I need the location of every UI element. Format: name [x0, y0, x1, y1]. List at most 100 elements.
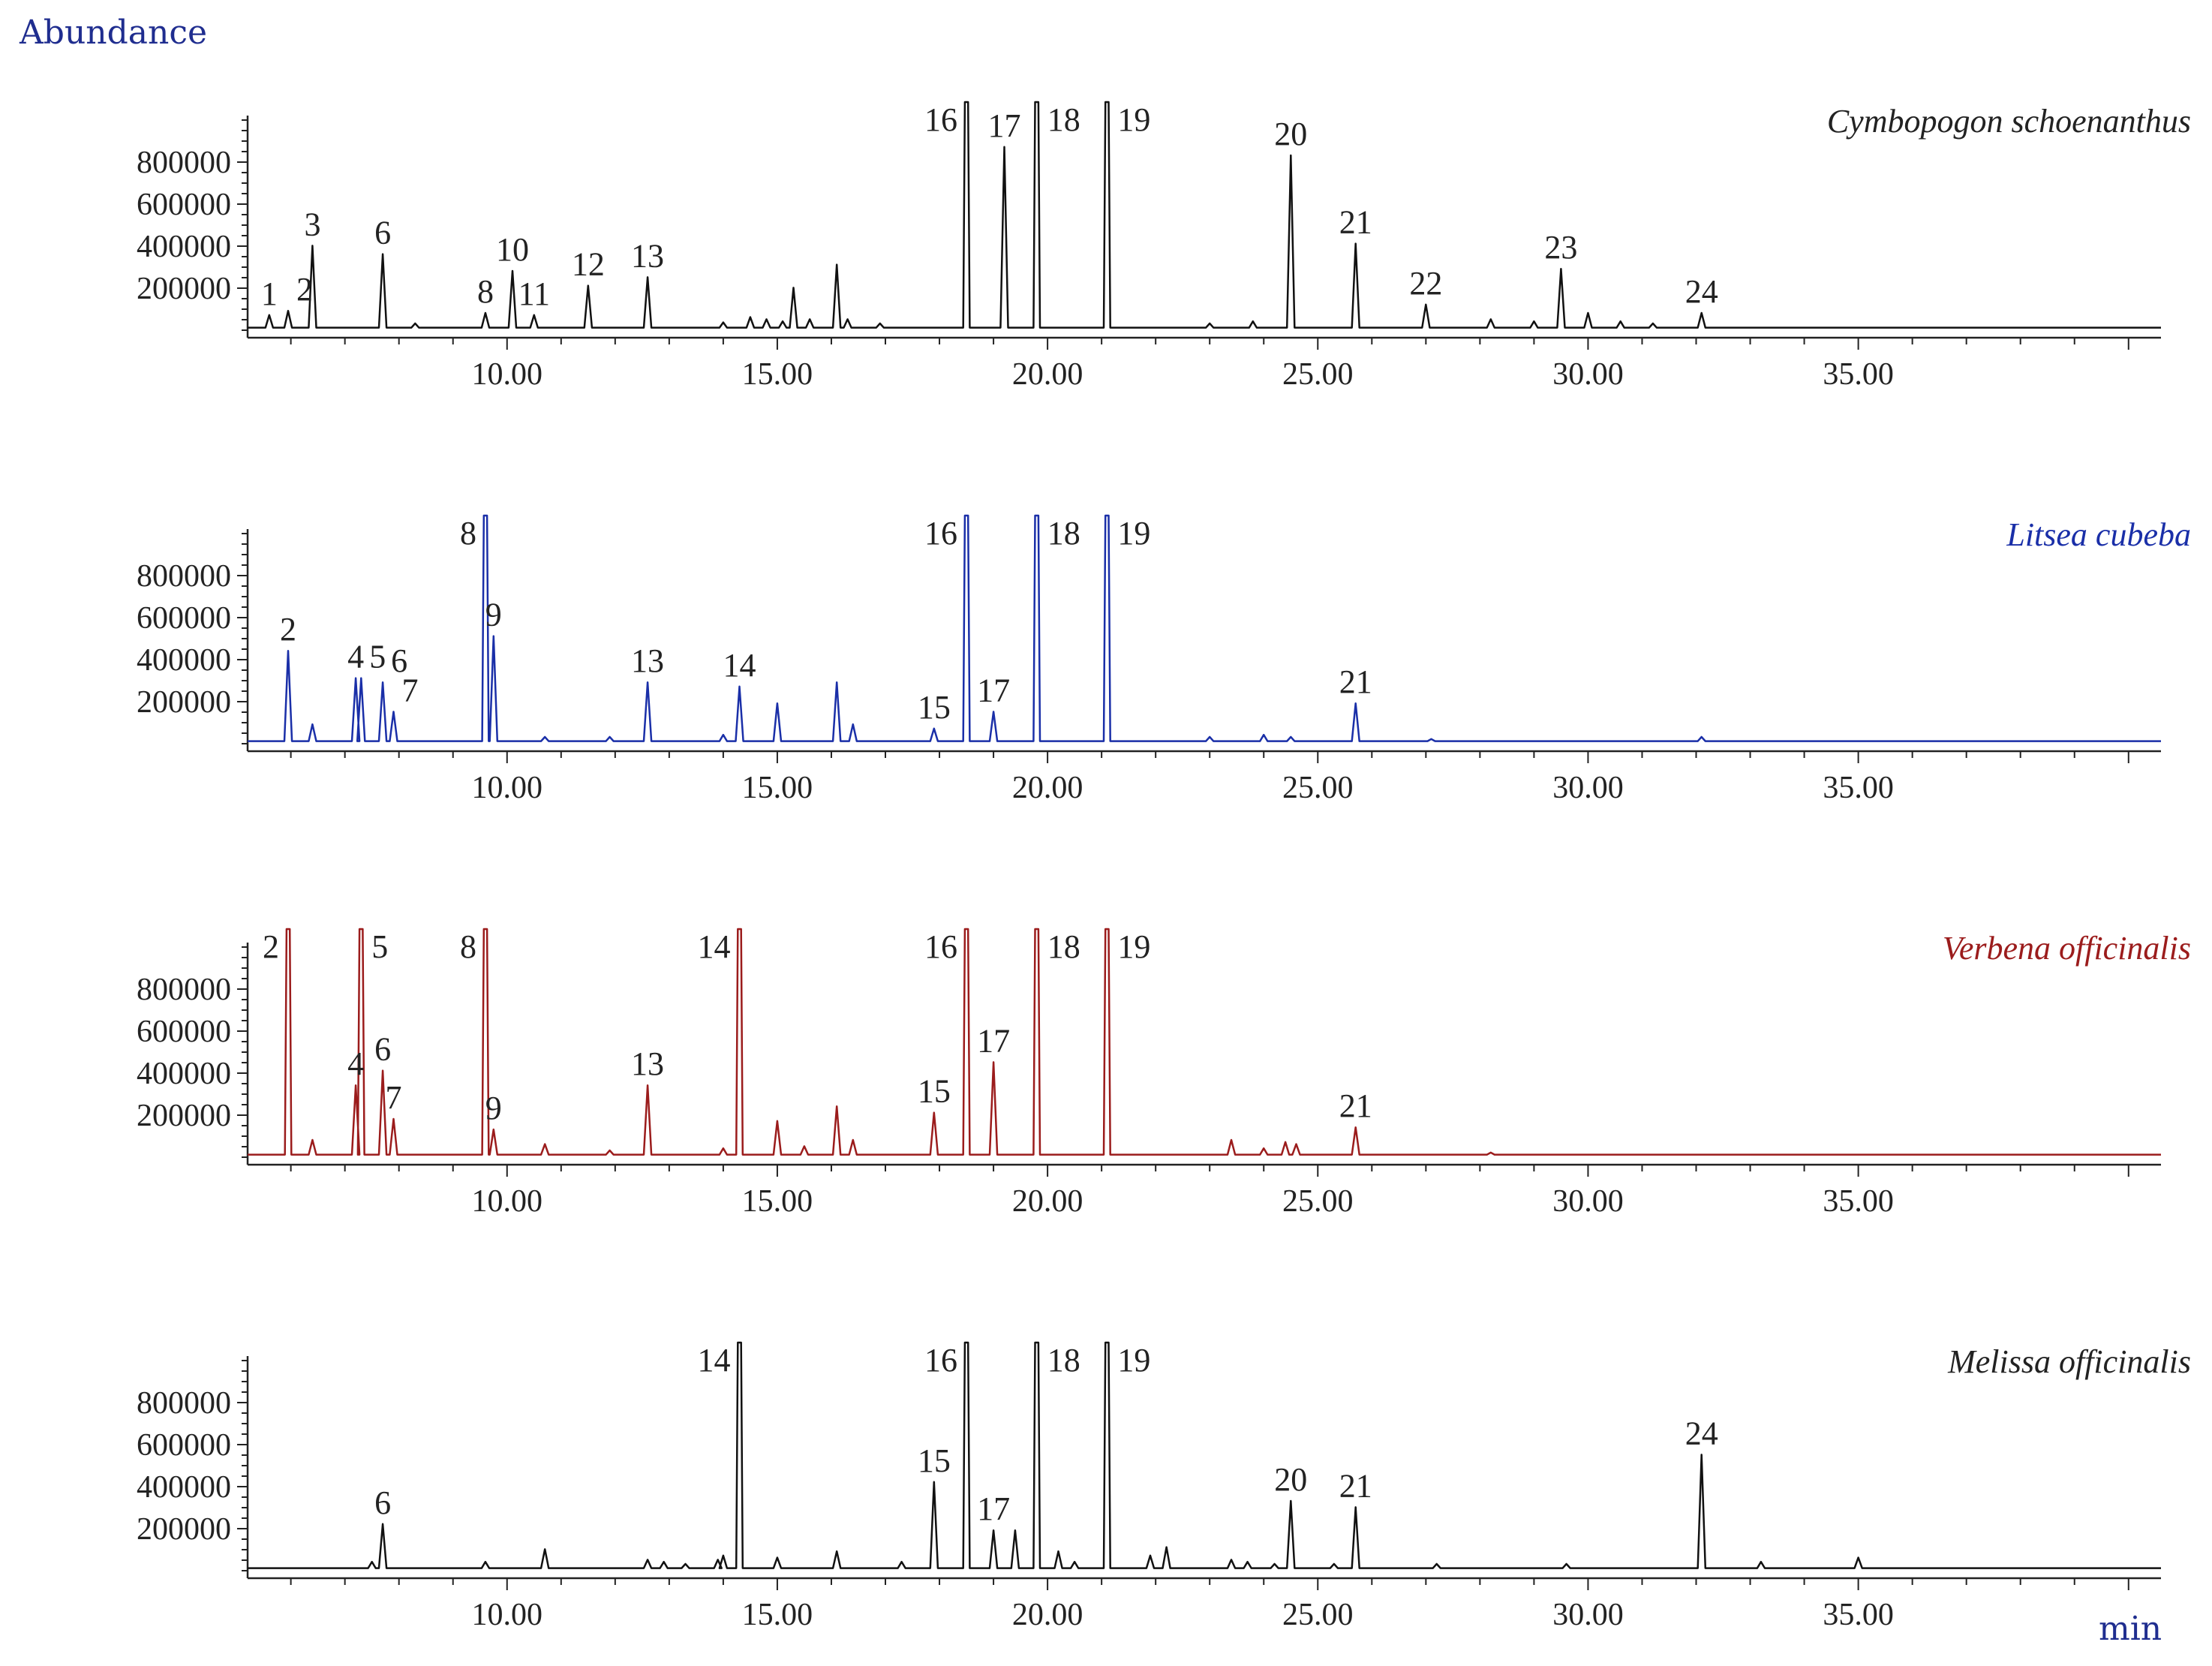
y-tick-label: 600000 [137, 1015, 231, 1049]
y-tick-label: 400000 [137, 1470, 231, 1505]
peak-label: 22 [1409, 265, 1442, 302]
peak-label: 20 [1274, 1461, 1307, 1498]
chromatogram-trace [248, 514, 2161, 742]
peak-label: 12 [572, 246, 605, 283]
peak-label: 15 [918, 1442, 951, 1479]
x-tick-label: 20.00 [1012, 1184, 1083, 1219]
peak-label: 13 [631, 237, 664, 274]
peak-label: 7 [401, 672, 418, 708]
y-tick-label: 600000 [137, 188, 231, 222]
peak-label: 21 [1339, 1087, 1372, 1124]
x-tick-label: 35.00 [1823, 1184, 1894, 1219]
peak-label: 6 [391, 642, 407, 679]
peak-label: 16 [924, 1342, 957, 1379]
panel-title: Cymbopogon schoenanthus [1827, 103, 2191, 140]
peak-label: 8 [460, 928, 476, 965]
peak-label: 21 [1339, 1467, 1372, 1504]
peak-label: 24 [1685, 1415, 1718, 1451]
peak-label: 4 [347, 1045, 364, 1082]
peak-label: 11 [518, 275, 550, 312]
peak-label: 18 [1047, 928, 1080, 965]
peak-label: 23 [1544, 229, 1577, 266]
peak-label: 9 [485, 597, 502, 633]
peak-label: 17 [987, 107, 1020, 144]
y-tick-label: 200000 [137, 685, 231, 720]
y-tick-label: 400000 [137, 1057, 231, 1091]
peak-label: 4 [347, 639, 364, 675]
peak-label: 17 [977, 1022, 1010, 1059]
x-tick-label: 10.00 [472, 357, 543, 392]
peak-label: 14 [698, 1342, 731, 1379]
x-tick-label: 15.00 [742, 357, 813, 392]
peak-label: 8 [460, 515, 476, 552]
panel-title: Verbena officinalis [1943, 930, 2191, 967]
y-tick-label: 600000 [137, 1428, 231, 1463]
peak-label: 21 [1339, 663, 1372, 700]
x-tick-label: 30.00 [1552, 1184, 1624, 1219]
x-tick-label: 30.00 [1552, 357, 1624, 392]
x-tick-label: 15.00 [742, 771, 813, 805]
peak-label: 6 [374, 215, 391, 251]
chromatogram-panels: 200000 400000 600000 800000 10.00 15.00 20.00 2… [137, 101, 2191, 1632]
peak-label: 2 [263, 928, 279, 965]
peak-label: 16 [924, 101, 957, 138]
peak-label: 5 [371, 928, 388, 965]
peak-label: 2 [280, 611, 296, 648]
panel-title: Litsea cubeba [2006, 516, 2191, 553]
x-tick-label: 30.00 [1552, 771, 1624, 805]
peak-label: 17 [977, 1490, 1010, 1527]
peak-label: 6 [374, 1031, 391, 1068]
y-tick-label: 400000 [137, 643, 231, 678]
peak-label: 19 [1117, 928, 1150, 965]
chromatogram-trace [248, 1341, 2161, 1569]
peak-label: 8 [477, 273, 494, 310]
y-tick-label: 800000 [137, 146, 231, 180]
peak-label: 18 [1047, 1342, 1080, 1379]
peak-label: 16 [924, 928, 957, 965]
peak-label: 6 [374, 1484, 391, 1521]
x-tick-label: 15.00 [742, 1184, 813, 1219]
panel-title: Melissa officinalis [1947, 1343, 2191, 1380]
peak-label: 18 [1047, 101, 1080, 138]
x-tick-label: 20.00 [1012, 1598, 1083, 1632]
y-tick-label: 200000 [137, 1099, 231, 1133]
peak-label: 19 [1117, 1342, 1150, 1379]
peak-label: 15 [918, 1073, 951, 1110]
peak-label: 15 [918, 689, 951, 726]
panel-1: 200000 400000 600000 800000 10.00 15.00 20.00 2… [137, 101, 2191, 392]
y-tick-label: 600000 [137, 601, 231, 636]
x-tick-label: 35.00 [1823, 357, 1894, 392]
x-tick-label: 35.00 [1823, 771, 1894, 805]
panel-2: 200000 400000 600000 800000 10.00 15.00 20.00 2… [137, 514, 2191, 805]
y-tick-label: 800000 [137, 973, 231, 1007]
peak-label: 14 [723, 647, 756, 684]
y-axis-label: Abundance [19, 14, 207, 52]
peak-label: 1 [261, 275, 278, 312]
x-tick-label: 25.00 [1282, 357, 1354, 392]
chromatogram-trace [248, 928, 2161, 1156]
peak-label: 9 [485, 1090, 502, 1126]
peak-label: 19 [1117, 101, 1150, 138]
y-tick-label: 800000 [137, 559, 231, 594]
x-tick-label: 30.00 [1552, 1598, 1624, 1632]
peak-label: 19 [1117, 515, 1150, 552]
chromatogram-trace [248, 101, 2161, 329]
peak-label: 5 [369, 639, 386, 675]
x-tick-label: 10.00 [472, 771, 543, 805]
x-axis-label: min [2099, 1610, 2162, 1648]
y-tick-label: 200000 [137, 1512, 231, 1547]
x-tick-label: 20.00 [1012, 771, 1083, 805]
peak-label: 21 [1339, 204, 1372, 241]
panel-3: 200000 400000 600000 800000 10.00 15.00 20.00 2… [137, 928, 2191, 1219]
panel-4: 200000 400000 600000 800000 10.00 15.00 20.00 2… [137, 1341, 2191, 1632]
peak-label: 3 [304, 206, 320, 242]
peak-label: 13 [631, 642, 664, 679]
x-tick-label: 20.00 [1012, 357, 1083, 392]
peak-label: 24 [1685, 273, 1718, 310]
peak-label: 7 [385, 1079, 401, 1116]
x-tick-label: 35.00 [1823, 1598, 1894, 1632]
peak-label: 16 [924, 515, 957, 552]
x-tick-label: 25.00 [1282, 771, 1354, 805]
x-tick-label: 10.00 [472, 1598, 543, 1632]
